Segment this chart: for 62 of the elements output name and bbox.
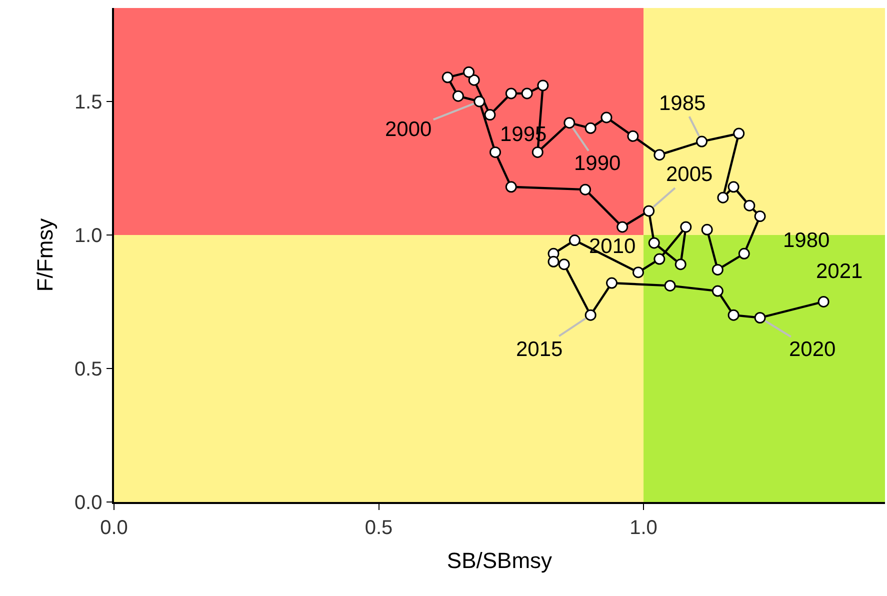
annotation: 2005 — [666, 163, 713, 186]
point — [733, 128, 745, 140]
point — [474, 96, 486, 108]
point — [532, 146, 544, 158]
x-axis-title: SB/SBmsy — [446, 548, 552, 574]
annotation: 2000 — [385, 118, 432, 141]
point — [484, 109, 496, 121]
annotation: 2010 — [589, 235, 636, 258]
annotation: 2021 — [816, 260, 863, 283]
point — [744, 200, 756, 212]
annotation: 1985 — [659, 92, 706, 115]
point — [648, 237, 660, 249]
point — [654, 253, 666, 265]
point — [738, 248, 750, 260]
point — [463, 66, 475, 78]
point — [505, 181, 517, 193]
point — [564, 117, 576, 129]
y-axis-title: F/Fmsy — [32, 218, 58, 292]
point — [627, 130, 639, 142]
point — [754, 210, 766, 222]
point — [537, 80, 549, 92]
point — [717, 192, 729, 204]
x-tick-label: 0.0 — [100, 516, 128, 539]
point — [558, 258, 570, 270]
point — [505, 88, 517, 100]
point — [490, 146, 502, 158]
annotation: 2020 — [789, 338, 836, 361]
point — [606, 277, 618, 289]
y-tick-label: 1.5 — [74, 91, 102, 114]
point — [728, 181, 740, 193]
point — [664, 280, 676, 292]
point — [818, 296, 830, 308]
y-tick-label: 0.5 — [74, 358, 102, 380]
x-tick-label: 1.0 — [630, 516, 658, 539]
annotation: 1980 — [783, 229, 830, 252]
point — [680, 221, 692, 233]
point — [616, 221, 628, 233]
point — [654, 149, 666, 161]
point — [696, 136, 708, 148]
y-tick-label: 0.0 — [74, 492, 102, 514]
point — [643, 205, 655, 217]
point — [584, 309, 596, 321]
point — [632, 266, 644, 278]
point — [600, 112, 612, 124]
point — [548, 256, 560, 268]
point — [442, 72, 454, 84]
point — [568, 234, 580, 246]
point — [728, 309, 740, 321]
point — [521, 88, 533, 100]
annotation: 2015 — [516, 338, 563, 361]
x-tick-label: 0.5 — [364, 516, 393, 539]
point — [468, 74, 480, 86]
point — [584, 122, 596, 134]
point — [580, 184, 592, 196]
point — [452, 90, 464, 102]
point — [754, 312, 766, 324]
annotation: 1990 — [574, 152, 621, 175]
point — [712, 285, 724, 297]
point — [701, 224, 713, 236]
y-tick-label: 1.0 — [74, 224, 102, 247]
point — [674, 258, 686, 270]
point — [712, 264, 724, 276]
